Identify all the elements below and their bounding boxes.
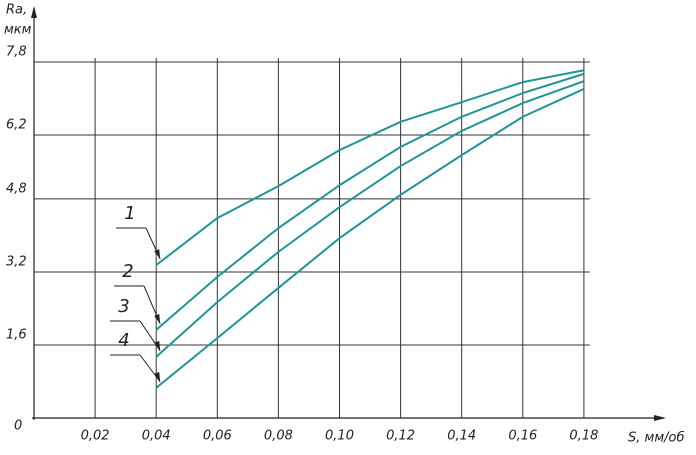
leader-arrow	[154, 340, 161, 351]
legend-label: 2	[122, 261, 133, 282]
leader-line	[139, 354, 161, 383]
y-arrow	[31, 6, 37, 18]
y-tick-label: 3,2	[6, 254, 27, 269]
x-tick-label: 0,12	[386, 429, 415, 444]
x-tick-label: 0,02	[81, 429, 110, 444]
series-line	[155, 88, 585, 389]
series-line	[155, 69, 585, 266]
series-line	[155, 80, 585, 358]
leader-arrow	[154, 371, 161, 382]
leader-arrow	[154, 249, 161, 260]
series-line	[155, 72, 585, 331]
y-tick-label: 7,8	[6, 45, 27, 60]
y-tick-label: 4,8	[6, 181, 27, 196]
x-tick-label: 0,04	[142, 429, 171, 444]
x-tick-label: 0,08	[264, 429, 293, 444]
y-unit: мкм	[4, 23, 32, 38]
leader-arrow	[154, 313, 161, 324]
x-tick-label: 0,18	[569, 429, 598, 444]
legend-label: 1	[124, 203, 135, 224]
y-tick-label: 0	[14, 419, 22, 434]
y-label: Ra,	[6, 3, 27, 18]
x-tick-label: 0,16	[508, 429, 537, 444]
x-label: S, мм/об	[628, 431, 684, 446]
legend-label: 3	[118, 296, 129, 317]
y-tick-label: 1,6	[6, 327, 27, 342]
legend-label: 4	[118, 330, 129, 351]
x-tick-label: 0,06	[203, 429, 232, 444]
x-tick-label: 0,10	[325, 429, 354, 444]
x-tick-label: 0,14	[447, 429, 476, 444]
y-tick-label: 6,2	[6, 118, 27, 133]
x-arrow	[654, 415, 666, 421]
